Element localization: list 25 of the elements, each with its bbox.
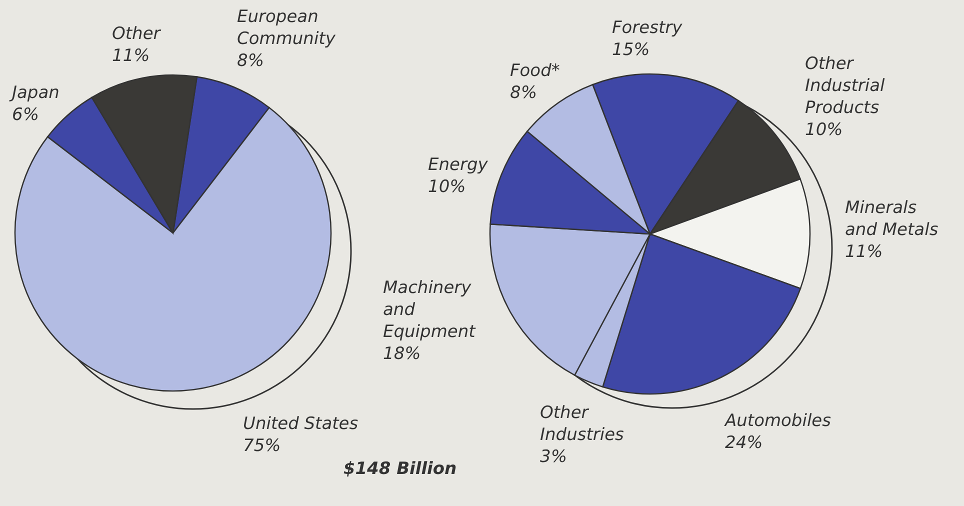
slice-label: Other Industrial Products	[805, 54, 886, 118]
data-label: 3%	[540, 447, 567, 467]
slice-label: Minerals and Metals	[845, 198, 938, 240]
slice-label: United States	[243, 414, 358, 434]
data-label: 18%	[383, 344, 421, 364]
data-label: 11%	[112, 46, 150, 66]
slice-label: Japan	[9, 83, 60, 103]
slice-label: Other	[112, 24, 162, 44]
text: $148 Billion	[343, 459, 457, 479]
data-label: 8%	[510, 83, 537, 103]
slice-label: European Community	[237, 7, 336, 49]
data-label: 6%	[12, 105, 39, 125]
data-label: 75%	[243, 436, 281, 456]
data-label: 15%	[612, 40, 650, 60]
data-label: 24%	[725, 433, 763, 453]
slice-label: Automobiles	[724, 411, 832, 431]
data-label: 10%	[428, 177, 466, 197]
slice-label: Food*	[510, 61, 560, 81]
slice-label: Machinery and Equipment	[383, 278, 477, 342]
slice-label: Other Industries	[540, 403, 624, 445]
slice-label: Energy	[428, 155, 489, 175]
data-label: 10%	[805, 120, 843, 140]
slice-label: Forestry	[612, 18, 684, 38]
data-label: 11%	[845, 242, 883, 262]
data-label: 8%	[237, 51, 264, 71]
